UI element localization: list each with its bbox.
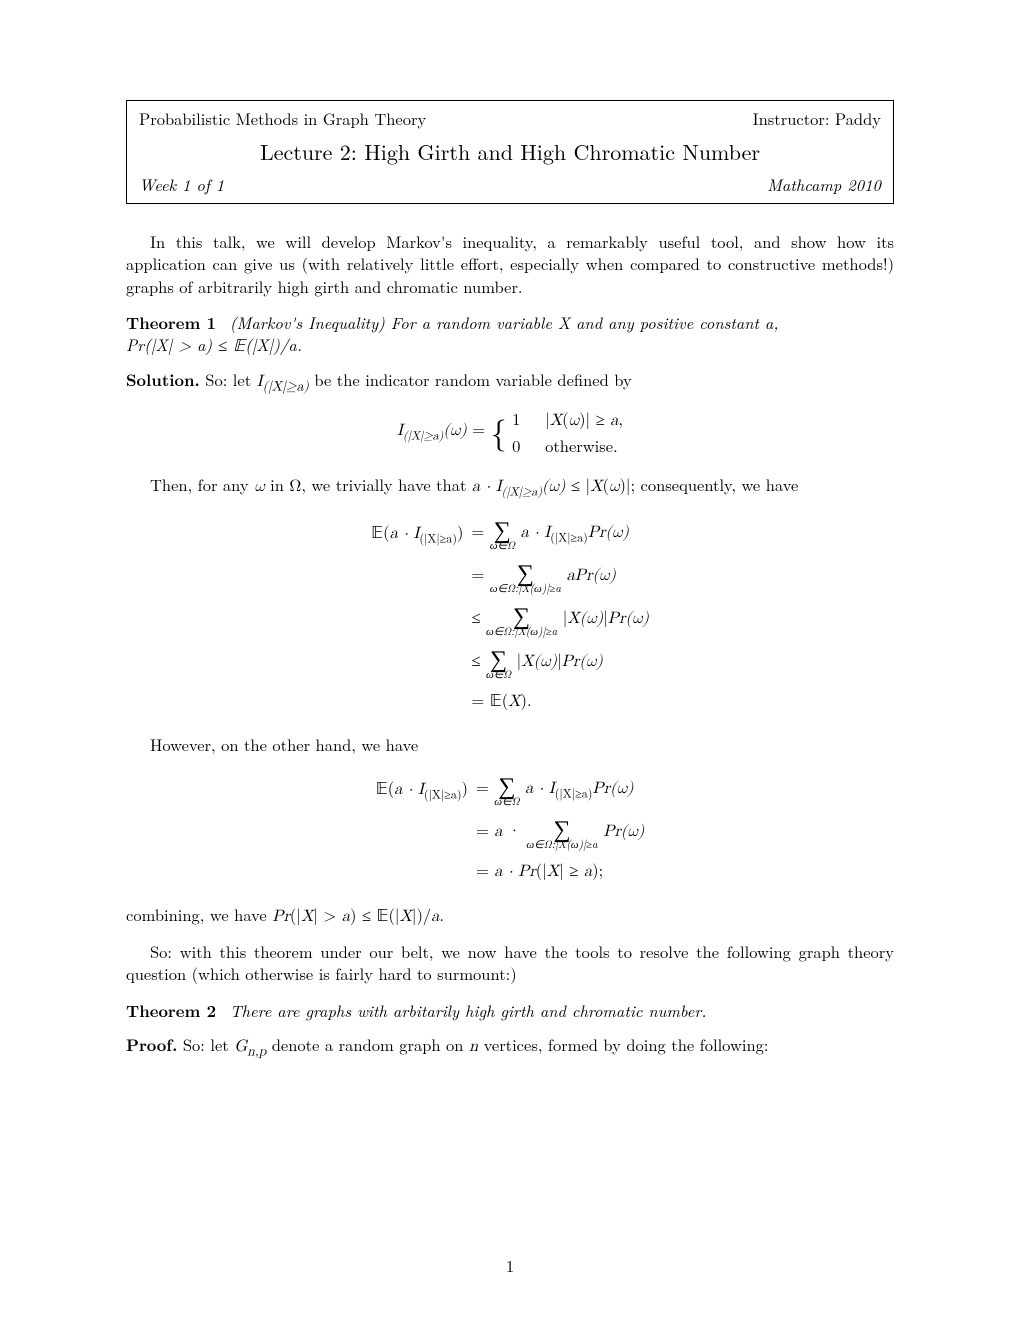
title-box: Probabilistic Methods in Graph Theory In… bbox=[126, 100, 894, 204]
title-row-top: Probabilistic Methods in Graph Theory In… bbox=[139, 107, 881, 129]
week-label: Week 1 of 1 bbox=[139, 173, 224, 195]
case-2: 0 otherwise. bbox=[512, 433, 618, 457]
instructor: Instructor: Paddy bbox=[753, 107, 881, 129]
venue-label: Mathcamp 2010 bbox=[767, 173, 881, 195]
theorem-2-label: Theorem 2 bbox=[126, 998, 216, 1022]
theorem-1-label: Theorem 1 bbox=[126, 310, 216, 334]
theorem-1-body: (Markov's Inequality) For a random varia… bbox=[126, 310, 778, 356]
intro-paragraph: In this talk, we will develop Markov's i… bbox=[126, 230, 894, 297]
lecture-title: Lecture 2: High Girth and High Chromatic… bbox=[139, 137, 881, 167]
solution-line1: So: let I(|X|≥a) be the indicator random… bbox=[205, 367, 631, 391]
equation-alignment-1: 𝔼(a · I(|X|≥a)) = ∑ω∈Ω a · I(|X|≥a)Pr(ω)… bbox=[126, 512, 894, 717]
para-combining: combining, we have Pr(|X| > a) ≤ 𝔼(|X|)/… bbox=[126, 903, 894, 928]
equation-indicator-def: I(|X|≥a)(ω) = { 1 |X(ω)| ≥ a, 0 otherwis… bbox=[126, 407, 894, 456]
page-number: 1 bbox=[0, 1254, 1020, 1276]
solution-label: Solution. bbox=[126, 367, 200, 391]
para-then: Then, for any ω in Ω, we trivially have … bbox=[126, 473, 894, 500]
course-title: Probabilistic Methods in Graph Theory bbox=[139, 107, 426, 129]
page: Probabilistic Methods in Graph Theory In… bbox=[0, 0, 1020, 1320]
theorem-1: Theorem 1 (Markov's Inequality) For a ra… bbox=[126, 311, 894, 356]
theorem-2-body: There are graphs with arbitarily high gi… bbox=[230, 998, 707, 1022]
para-so: So: with this theorem under our belt, we… bbox=[126, 940, 894, 985]
proof-label: Proof. bbox=[126, 1032, 177, 1056]
equation-alignment-2: 𝔼(a · I(|X|≥a)) = ∑ω∈Ω a · I(|X|≥a)Pr(ω)… bbox=[126, 768, 894, 887]
proof-line: Proof. So: let Gn,p denote a random grap… bbox=[126, 1033, 894, 1061]
case-1: 1 |X(ω)| ≥ a, bbox=[512, 406, 623, 430]
para-however: However, on the other hand, we have bbox=[126, 733, 894, 755]
title-row-bottom: Week 1 of 1 Mathcamp 2010 bbox=[139, 173, 881, 195]
theorem-2: Theorem 2 There are graphs with arbitari… bbox=[126, 999, 894, 1021]
solution-block: Solution. So: let I(|X|≥a) be the indica… bbox=[126, 368, 894, 929]
